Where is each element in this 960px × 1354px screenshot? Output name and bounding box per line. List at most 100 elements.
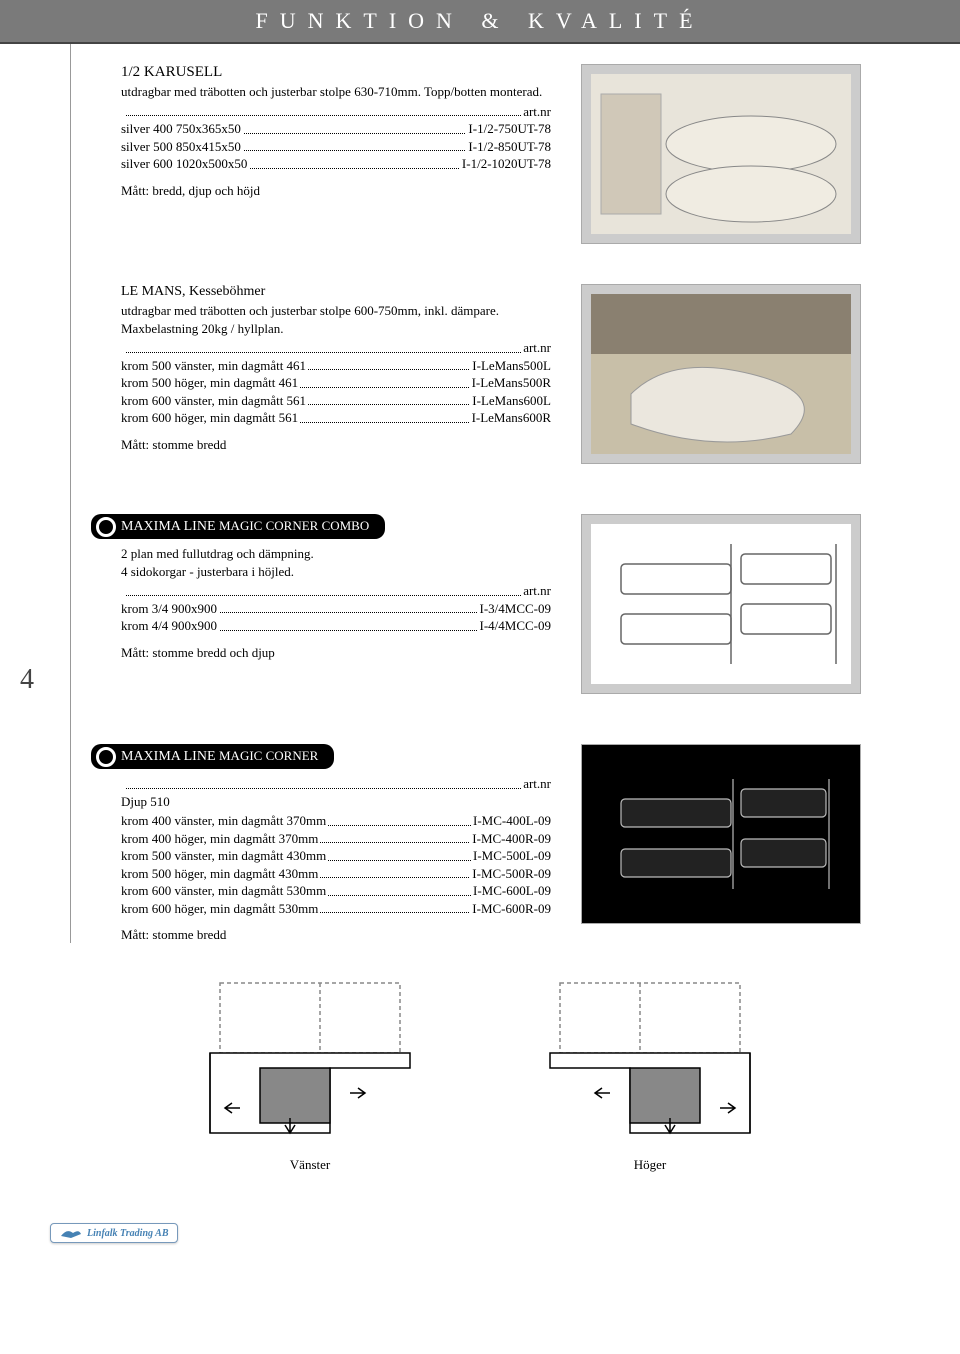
row-label: krom 600 vänster, min dagmått 561 <box>121 392 308 410</box>
diagram-left-svg <box>200 973 420 1143</box>
row-label: krom 500 höger, min dagmått 461 <box>121 374 300 392</box>
row-label: krom 400 höger, min dagmått 370mm <box>121 830 320 848</box>
row-label: krom 500 höger, min dagmått 430mm <box>121 865 320 883</box>
section-lemans-text: LE MANS, Kesseböhmer utdragbar med träbo… <box>121 284 551 453</box>
table-row: krom 600 vänster, min dagmått 530mm I-MC… <box>121 882 551 900</box>
mcc-matt: Mått: stomme bredd och djup <box>121 645 551 661</box>
row-label: silver 600 1020x500x50 <box>121 155 249 173</box>
row-value: I-LeMans500L <box>470 357 551 375</box>
mc-art-header: art.nr <box>121 775 551 793</box>
art-label: art.nr <box>521 775 551 793</box>
row-label: krom 600 höger, min dagmått 561 <box>121 409 300 427</box>
mc-djup: Djup 510 <box>121 793 551 811</box>
mc-matt: Mått: stomme bredd <box>121 927 551 943</box>
row-value: I-MC-600L-09 <box>471 882 551 900</box>
mcc-tab-sub: MAGIC CORNER COMBO <box>219 518 369 533</box>
karusell-image <box>581 64 861 244</box>
table-row: krom 600 höger, min dagmått 561 I-LeMans… <box>121 409 551 427</box>
table-row: krom 600 höger, min dagmått 530mm I-MC-6… <box>121 900 551 918</box>
row-value: I-MC-500R-09 <box>470 865 551 883</box>
row-value: I-3/4MCC-09 <box>478 600 552 618</box>
diagram-right-svg <box>540 973 760 1143</box>
section-mcc: MAXIMA LINE MAGIC CORNER COMBO 2 plan me… <box>121 494 960 694</box>
section-mc: MAXIMA LINE MAGIC CORNER art.nr Djup 510… <box>121 724 960 943</box>
karusell-image-svg <box>591 74 851 234</box>
blank <box>121 339 126 357</box>
table-row: krom 500 vänster, min dagmått 430mm I-MC… <box>121 847 551 865</box>
lemans-art-header: art.nr <box>121 339 551 357</box>
mc-tab: MAXIMA LINE MAGIC CORNER <box>91 744 334 769</box>
footer-logo: Linfalk Trading AB <box>50 1223 960 1264</box>
lemans-title: LE MANS, Kesseböhmer <box>121 284 551 300</box>
art-label: art.nr <box>521 582 551 600</box>
table-row: silver 400 750x365x50 I-1/2-750UT-78 <box>121 120 551 138</box>
karusell-title-text: 1/2 KARUSELL <box>121 64 222 80</box>
bird-icon <box>59 1226 83 1240</box>
page-header: FUNKTION & KVALITÉ <box>0 0 960 44</box>
diagram-right-label: Höger <box>540 1157 760 1173</box>
header-bullet-icon <box>78 92 98 112</box>
karusell-desc: utdragbar med träbotten och justerbar st… <box>121 83 551 101</box>
mc-tab-main: MAXIMA LINE <box>121 749 216 764</box>
diagrams-row: Vänster Hö <box>0 973 960 1203</box>
mc-image <box>581 744 861 924</box>
section-karusell-text: 1/2 KARUSELL utdragbar med träbotten och… <box>121 64 551 199</box>
mc-image-svg <box>591 754 851 914</box>
art-label: art.nr <box>521 339 551 357</box>
karusell-matt: Mått: bredd, djup och höjd <box>121 183 551 199</box>
row-label: krom 500 vänster, min dagmått 461 <box>121 357 308 375</box>
lemans-title-text: LE MANS, Kesseböhmer <box>121 284 265 299</box>
lemans-matt: Mått: stomme bredd <box>121 437 551 453</box>
row-label: krom 400 vänster, min dagmått 370mm <box>121 812 328 830</box>
row-value: I-LeMans600R <box>470 409 551 427</box>
blank <box>121 103 126 121</box>
table-row: krom 500 höger, min dagmått 461 I-LeMans… <box>121 374 551 392</box>
diagram-left-label: Vänster <box>200 1157 420 1173</box>
table-row: krom 500 höger, min dagmått 430mm I-MC-5… <box>121 865 551 883</box>
table-row: krom 600 vänster, min dagmått 561 I-LeMa… <box>121 392 551 410</box>
blank <box>121 582 126 600</box>
row-label: silver 400 750x365x50 <box>121 120 243 138</box>
mcc-image-svg <box>591 524 851 684</box>
row-value: I-4/4MCC-09 <box>478 617 552 635</box>
section-karusell: 1/2 KARUSELL utdragbar med träbotten och… <box>121 44 960 244</box>
content-column: 1/2 KARUSELL utdragbar med träbotten och… <box>70 44 960 943</box>
row-label: krom 500 vänster, min dagmått 430mm <box>121 847 328 865</box>
mcc-art-header: art.nr <box>121 582 551 600</box>
mcc-tab-main: MAXIMA LINE <box>121 519 216 534</box>
karusell-title: 1/2 KARUSELL <box>121 64 551 81</box>
row-label: krom 600 höger, min dagmått 530mm <box>121 900 320 918</box>
section-mc-text: MAXIMA LINE MAGIC CORNER art.nr Djup 510… <box>121 744 551 943</box>
blank <box>121 775 126 793</box>
table-row: krom 400 höger, min dagmått 370mm I-MC-4… <box>121 830 551 848</box>
lemans-desc: utdragbar med träbotten och justerbar st… <box>121 302 551 337</box>
mc-tab-sub: MAGIC CORNER <box>219 748 318 763</box>
section-mcc-text: MAXIMA LINE MAGIC CORNER COMBO 2 plan me… <box>121 514 551 661</box>
table-row: krom 400 vänster, min dagmått 370mm I-MC… <box>121 812 551 830</box>
row-label: krom 600 vänster, min dagmått 530mm <box>121 882 328 900</box>
table-row: silver 500 850x415x50 I-1/2-850UT-78 <box>121 138 551 156</box>
row-value: I-MC-600R-09 <box>470 900 551 918</box>
art-label: art.nr <box>521 103 551 121</box>
lemans-image <box>581 284 861 464</box>
lemans-image-svg <box>591 294 851 454</box>
section-lemans: LE MANS, Kesseböhmer utdragbar med träbo… <box>121 274 960 464</box>
mcc-tab: MAXIMA LINE MAGIC CORNER COMBO <box>91 514 385 539</box>
page-number: 4 <box>20 664 34 696</box>
diagram-left: Vänster <box>200 973 420 1173</box>
diagram-right: Höger <box>540 973 760 1173</box>
logo-text: Linfalk Trading AB <box>87 1228 169 1239</box>
row-value: I-1/2-750UT-78 <box>466 120 551 138</box>
logo-box: Linfalk Trading AB <box>50 1223 178 1243</box>
row-label: krom 4/4 900x900 <box>121 617 219 635</box>
row-value: I-LeMans600L <box>470 392 551 410</box>
row-value: I-1/2-1020UT-78 <box>460 155 551 173</box>
row-value: I-MC-400R-09 <box>470 830 551 848</box>
mcc-image <box>581 514 861 694</box>
row-value: I-MC-500L-09 <box>471 847 551 865</box>
row-value: I-1/2-850UT-78 <box>466 138 551 156</box>
row-label: silver 500 850x415x50 <box>121 138 243 156</box>
karusell-art-header: art.nr <box>121 103 551 121</box>
page-container: 1/2 KARUSELL utdragbar med träbotten och… <box>0 44 960 1264</box>
row-label: krom 3/4 900x900 <box>121 600 219 618</box>
